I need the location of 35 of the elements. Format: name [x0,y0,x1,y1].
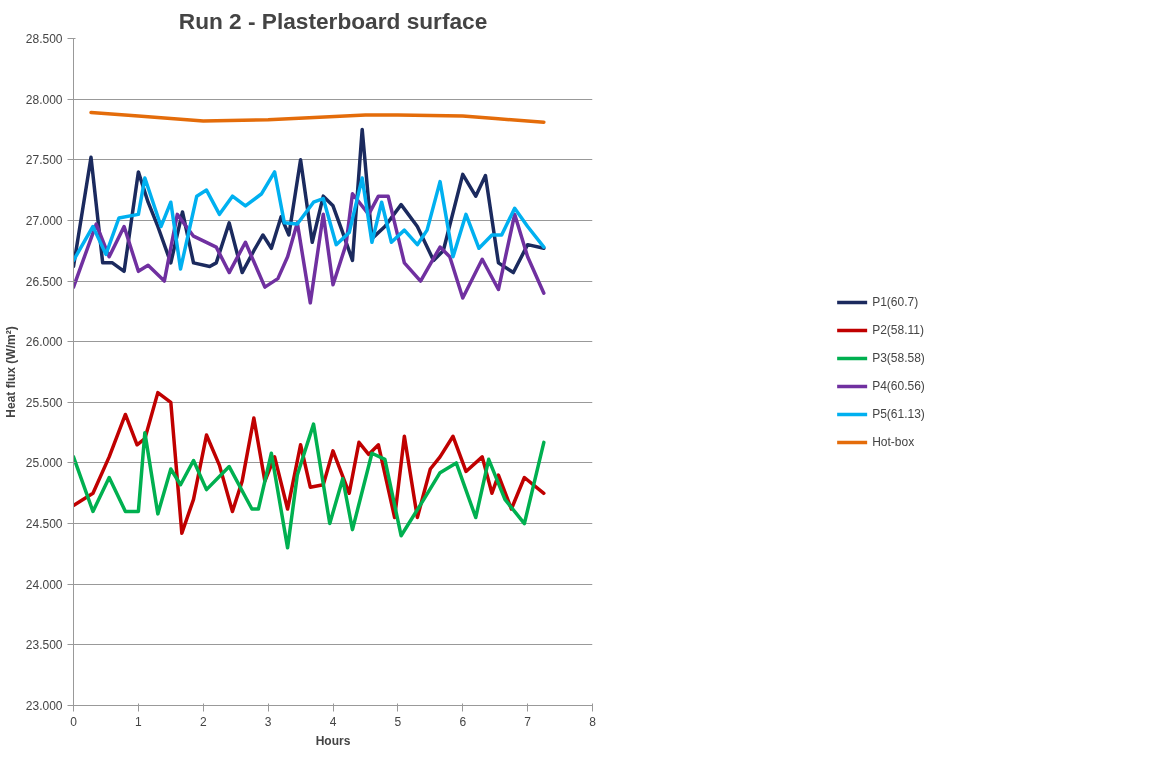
x-axis-title: Hours [315,733,351,748]
y-tick-label: 27.500 [25,153,63,168]
x-tick-label: 4 [329,714,337,729]
x-tick-label: 8 [589,714,597,729]
legend-label: Hot-box [872,434,915,449]
y-axis-title: Heat flux (W/m²) [3,326,18,418]
y-tick-label: 28.500 [25,32,63,46]
legend-label: P5(61.13) [872,406,925,421]
line-series [89,110,546,124]
x-tick-label: 1 [135,714,143,729]
x-tick-label: 2 [199,714,207,729]
y-tick-label: 23.000 [25,699,63,713]
y-tick-label: 28.000 [25,92,63,107]
y-tick-label: 25.000 [25,456,63,471]
y-tick-label: 26.500 [25,274,63,289]
legend-label: P3(58.58) [872,350,925,365]
chart-title: Run 2 - Plasterboard surface [178,7,488,34]
legend-label: P2(58.11) [872,322,924,337]
line-series [73,170,546,271]
line-series [73,390,546,536]
x-tick-label: 3 [264,714,272,729]
y-tick-label: 26.000 [25,335,63,350]
x-tick-label: 5 [394,714,402,729]
line-series [73,422,546,550]
x-tick-label: 0 [70,714,78,729]
y-tick-label: 24.000 [25,577,63,592]
legend-label: P1(60.7) [872,294,919,309]
x-tick-label: 6 [459,714,467,729]
y-tick-label: 24.500 [25,517,63,532]
y-tick-label: 25.500 [25,395,63,410]
legend-label: P4(60.56) [872,378,925,393]
y-tick-label: 23.500 [25,638,63,653]
line-series [73,191,546,305]
y-tick-label: 27.000 [25,213,63,228]
x-tick-label: 7 [524,714,532,729]
